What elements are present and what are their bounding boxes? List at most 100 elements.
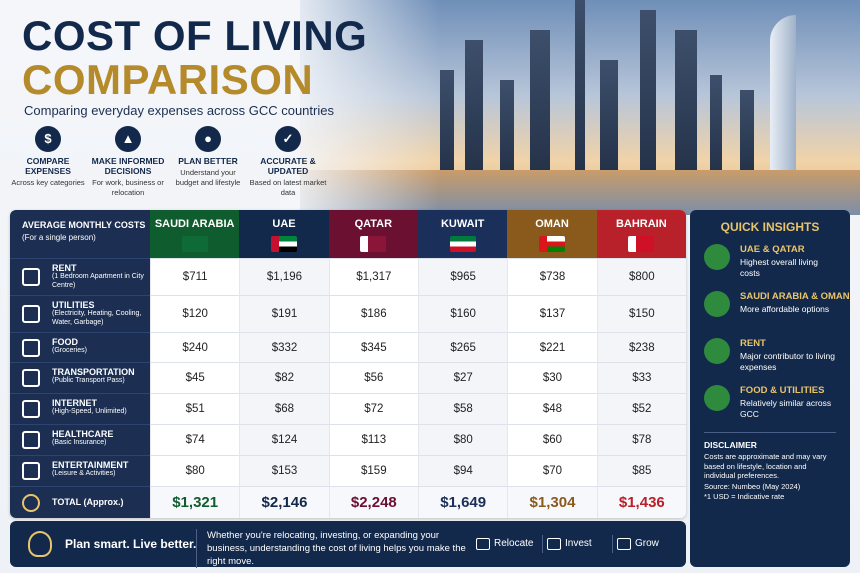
action-button[interactable]: Grow	[612, 535, 659, 553]
cost-cell: $124	[239, 424, 329, 455]
disclaimer-title: DISCLAIMER	[704, 440, 757, 450]
flag	[628, 236, 655, 252]
fade	[280, 0, 440, 215]
feature-icon: ●	[195, 126, 221, 152]
flag	[449, 236, 476, 252]
cost-cell: $160	[418, 295, 508, 332]
cost-cell: $58	[418, 393, 508, 424]
category: INTERNET	[52, 398, 97, 408]
row-label: INTERNET (High-Speed, Unlimited)	[10, 393, 150, 424]
cost-cell: $238	[596, 332, 686, 362]
category-detail: (1 Bedroom Apartment in City Centre)	[52, 273, 144, 289]
row-icon	[22, 305, 40, 323]
feature-text: Based on latest market data	[249, 178, 327, 197]
cost-cell: $94	[418, 455, 508, 486]
cost-cell: $1,196	[239, 258, 329, 295]
feature-title: MAKE INFORMED DECISIONS	[91, 156, 165, 176]
insight-icon	[704, 385, 730, 411]
insight-text: Highest overall living costs	[740, 257, 818, 278]
insight-icon	[704, 291, 730, 317]
category-detail: (Public Transport Pass)	[52, 377, 125, 384]
slogan: Plan smart. Live better.	[65, 537, 197, 551]
cost-cell: $265	[418, 332, 508, 362]
title-line: COMPARISON	[22, 56, 314, 103]
cost-cell: $150	[596, 295, 686, 332]
footer-text: Whether you're relocating, investing, or…	[196, 529, 466, 568]
row-icon	[22, 493, 40, 512]
category-detail: (Basic Insurance)	[52, 439, 107, 446]
action-button[interactable]: Invest	[542, 535, 592, 553]
flag	[270, 236, 297, 252]
cost-cell: $191	[239, 295, 329, 332]
action-icon	[617, 538, 631, 550]
action-icon	[547, 538, 561, 550]
cost-cell: $72	[328, 393, 418, 424]
subtitle: Comparing everyday expenses across GCC c…	[24, 103, 334, 118]
category: FOOD	[52, 337, 78, 347]
cost-cell: $186	[328, 295, 418, 332]
country-header: QATAR	[328, 210, 418, 258]
cost-cell: $52	[596, 393, 686, 424]
row-icon	[22, 400, 40, 418]
title-line: COST OF LIVING	[22, 12, 368, 59]
category-detail: (High-Speed, Unlimited)	[52, 408, 127, 415]
total-cell: $1,649	[418, 486, 508, 518]
source: Source: Numbeo (May 2024)	[704, 482, 801, 491]
feature-text: Understand your budget and lifestyle	[175, 168, 241, 187]
cost-cell: $113	[328, 424, 418, 455]
row-icon	[22, 369, 40, 387]
cost-cell: $30	[507, 362, 597, 393]
bulb-icon	[28, 531, 52, 557]
country-header: BAHRAIN	[596, 210, 686, 258]
category: TRANSPORTATION	[52, 367, 135, 377]
cost-cell: $60	[507, 424, 597, 455]
cost-cell: $74	[150, 424, 240, 455]
country-header: OMAN	[507, 210, 597, 258]
cost-cell: $85	[596, 455, 686, 486]
total-cell: $1,304	[507, 486, 597, 518]
country-header: KUWAIT	[418, 210, 508, 258]
note: *1 USD = Indicative rate	[704, 492, 785, 501]
row-icon	[22, 338, 40, 357]
insights-panel: QUICK INSIGHTS UAE & QATAR Highest overal…	[690, 210, 850, 567]
feature-title: PLAN BETTER	[178, 156, 238, 166]
feature: ● PLAN BETTER Understand your budget and l…	[168, 126, 248, 187]
category: ENTERTAINMENT	[52, 460, 129, 470]
flag	[360, 236, 387, 252]
cost-cell: $711	[150, 258, 240, 295]
insight-title: UAE & QATAR	[740, 244, 805, 255]
total-label: TOTAL (Approx.)	[52, 497, 124, 507]
row-label: RENT (1 Bedroom Apartment in City Centre)	[10, 258, 150, 295]
category-detail: (Groceries)	[52, 347, 88, 354]
cost-cell: $738	[507, 258, 597, 295]
cost-cell: $82	[239, 362, 329, 393]
country-header: SAUDI ARABIA	[150, 210, 240, 258]
header-label: AVERAGE MONTHLY COSTS	[22, 220, 146, 230]
feature-title: COMPARE EXPENSES	[25, 156, 71, 176]
row-label: TRANSPORTATION (Public Transport Pass)	[10, 362, 150, 393]
cost-cell: $68	[239, 393, 329, 424]
category: RENT	[52, 263, 77, 273]
cost-cell: $240	[150, 332, 240, 362]
cost-cell: $137	[507, 295, 597, 332]
cost-cell: $80	[150, 455, 240, 486]
insight-title: SAUDI ARABIA & OMAN	[740, 291, 850, 302]
feature: ▲ MAKE INFORMED DECISIONS For work, busine…	[88, 126, 168, 197]
cost-cell: $51	[150, 393, 240, 424]
insight-text: Relatively similar across GCC	[740, 398, 832, 419]
feature-text: Across key categories	[11, 178, 85, 187]
feature-title: ACCURATE & UPDATED	[260, 156, 316, 176]
row-icon	[22, 462, 40, 480]
row-label: FOOD (Groceries)	[10, 332, 150, 362]
total-cell: $2,248	[328, 486, 418, 518]
row-icon	[22, 431, 40, 449]
cost-cell: $332	[239, 332, 329, 362]
insight-icon	[704, 338, 730, 364]
action-button[interactable]: Relocate	[472, 535, 533, 553]
category-detail: (Leisure & Activities)	[52, 470, 116, 477]
insight-title: RENT	[740, 338, 766, 349]
cost-cell: $56	[328, 362, 418, 393]
header-sub: (For a single person)	[22, 233, 96, 242]
cost-cell: $27	[418, 362, 508, 393]
